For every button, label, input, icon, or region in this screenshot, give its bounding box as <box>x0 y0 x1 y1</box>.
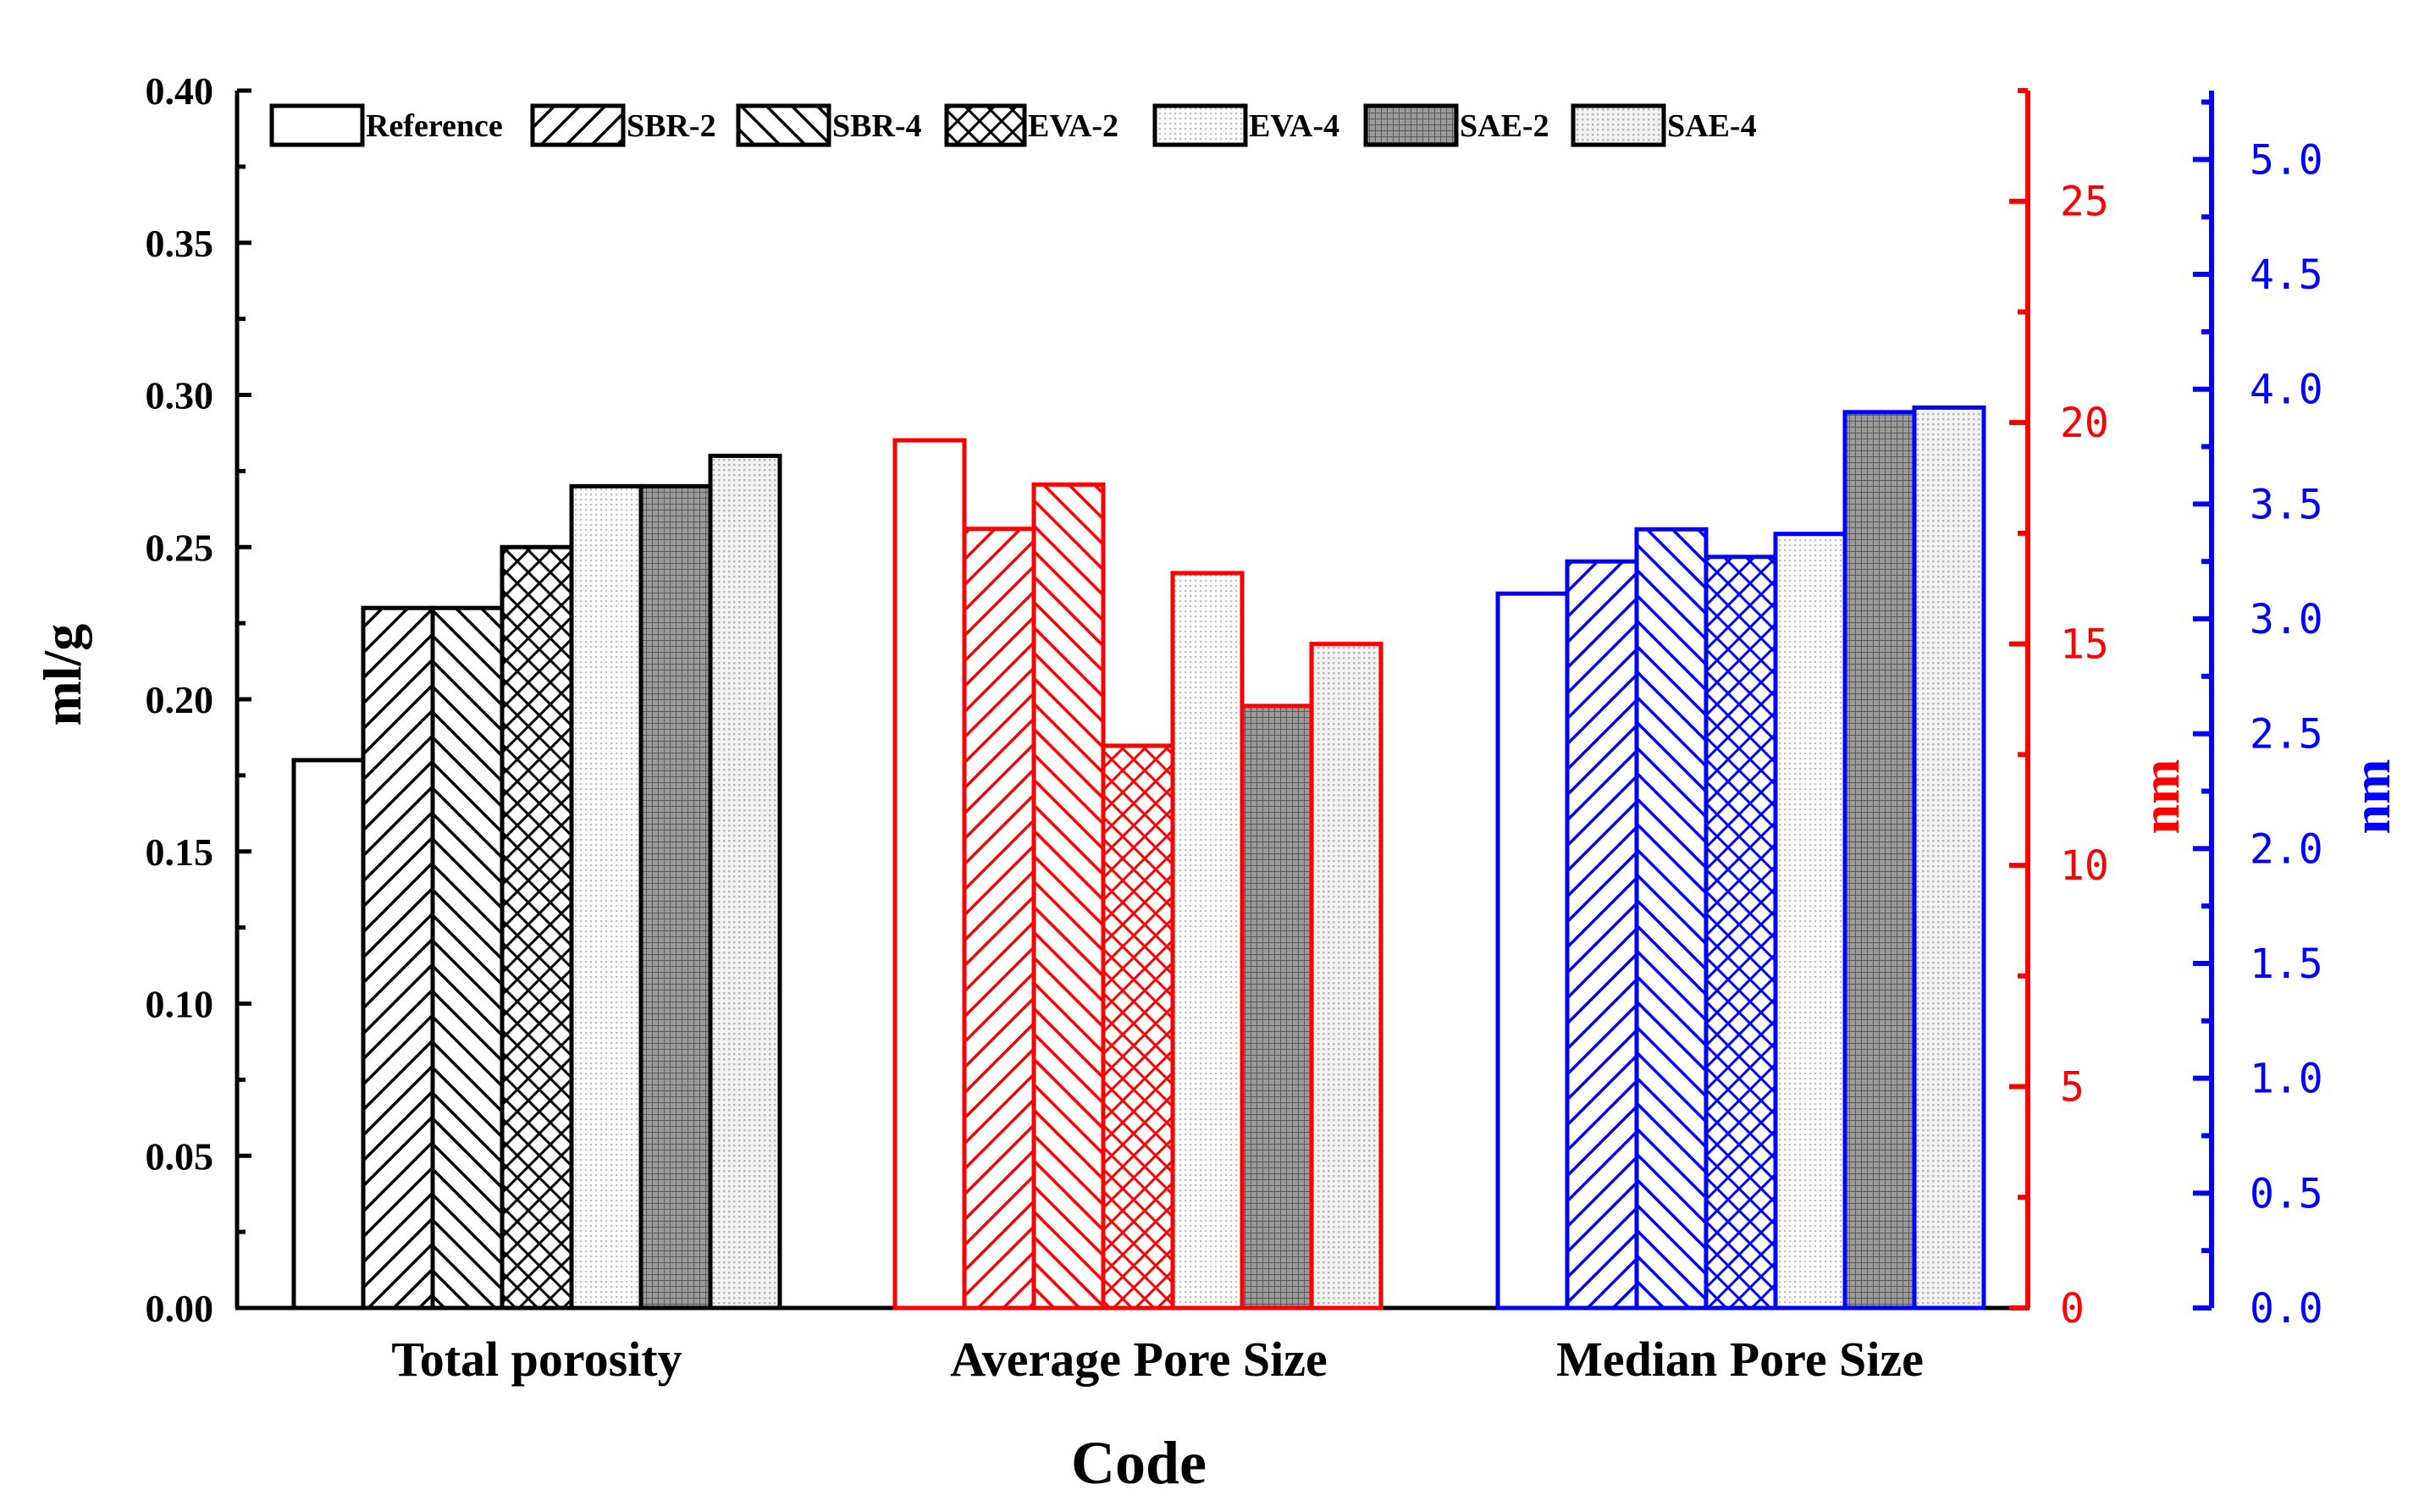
legend-label-sbr-2: SBR-2 <box>627 108 716 144</box>
legend-swatch-sbr-4 <box>736 103 831 147</box>
bar-total-porosity-sae-4 <box>708 453 782 1311</box>
legend-label-eva-2: EVA-2 <box>1028 108 1118 144</box>
axes-layer: 0.000.050.100.150.200.250.300.350.40ml/g… <box>32 69 2401 1333</box>
x-axis-title: Code <box>1071 1429 1207 1497</box>
blue-tick-label: 4.5 <box>2250 251 2323 299</box>
red-tick-label: 10 <box>2060 842 2109 890</box>
bar-average-pore-size-sbr-4 <box>1031 482 1106 1311</box>
bar-median-pore-size-sbr-4 <box>1634 527 1709 1311</box>
left-tick-label: 0.20 <box>146 678 214 721</box>
blue-tick-label: 0.5 <box>2250 1170 2323 1217</box>
blue-tick-label: 1.0 <box>2250 1056 2323 1103</box>
legend-swatch-sbr-2 <box>530 103 626 147</box>
category-label: Median Pore Size <box>1556 1332 1924 1387</box>
left-tick-label: 0.30 <box>146 374 214 417</box>
red-tick-label: 25 <box>2060 179 2109 226</box>
legend-swatch-sae-4 <box>1571 103 1666 147</box>
bar-total-porosity-reference <box>291 758 366 1311</box>
blue-tick-label: 2.0 <box>2250 825 2323 873</box>
red-axis-title: nm <box>2130 759 2190 835</box>
blue-tick-label: 5.0 <box>2250 136 2323 184</box>
bar-median-pore-size-sbr-2 <box>1565 559 1639 1311</box>
legend-swatch-eva-4 <box>1152 103 1248 147</box>
bar-median-pore-size-eva-2 <box>1704 555 1778 1311</box>
red-tick-label: 20 <box>2060 400 2109 447</box>
blue-tick-label: 3.0 <box>2250 596 2323 643</box>
left-tick-label: 0.40 <box>146 69 214 113</box>
bar-average-pore-size-eva-4 <box>1170 571 1245 1311</box>
legend-label-sae-4: SAE-4 <box>1667 108 1757 144</box>
bar-average-pore-size-eva-2 <box>1101 743 1175 1311</box>
bar-median-pore-size-eva-4 <box>1773 532 1847 1311</box>
legend-label-sae-2: SAE-2 <box>1460 108 1549 144</box>
legend-label-reference: Reference <box>366 108 503 144</box>
bars-layer: Total porosity Average Pore Size Median Po… <box>291 405 1986 1387</box>
blue-tick-label: 2.5 <box>2250 711 2323 759</box>
category-label: Total porosity <box>391 1332 682 1387</box>
bar-average-pore-size-sbr-2 <box>962 527 1036 1311</box>
bar-total-porosity-sbr-4 <box>430 605 505 1311</box>
bar-median-pore-size-sae-2 <box>1842 410 1917 1311</box>
red-tick-label: 15 <box>2060 621 2109 669</box>
legend-label-sbr-4: SBR-4 <box>832 108 922 144</box>
blue-tick-label: 4.0 <box>2250 367 2323 414</box>
left-axis-title: ml/g <box>32 624 92 726</box>
blue-tick-label: 0.0 <box>2250 1285 2323 1333</box>
blue-tick-label: 1.5 <box>2250 941 2323 988</box>
red-tick-label: 5 <box>2060 1064 2085 1112</box>
left-tick-label: 0.05 <box>146 1134 214 1178</box>
left-tick-label: 0.25 <box>146 526 214 569</box>
bar-median-pore-size-sae-4 <box>1912 405 1986 1311</box>
blue-tick-label: 3.5 <box>2250 481 2323 528</box>
bar-total-porosity-eva-4 <box>569 483 643 1311</box>
blue-axis-title: nm <box>2341 759 2401 835</box>
bar-median-pore-size-reference <box>1495 591 1570 1311</box>
legend-swatch-eva-2 <box>944 103 1027 147</box>
legend-swatch-sae-2 <box>1363 103 1459 147</box>
left-tick-label: 0.10 <box>146 983 214 1026</box>
bar-total-porosity-eva-2 <box>500 544 574 1311</box>
bar-total-porosity-sbr-2 <box>361 605 435 1311</box>
legend-swatch-reference <box>269 103 365 147</box>
left-tick-label: 0.00 <box>146 1287 214 1330</box>
bar-average-pore-size-sae-4 <box>1309 642 1383 1311</box>
red-tick-label: 0 <box>2060 1285 2085 1333</box>
category-label: Average Pore Size <box>950 1332 1328 1387</box>
bar-total-porosity-sae-2 <box>638 483 713 1311</box>
bar-average-pore-size-sae-2 <box>1240 704 1314 1311</box>
legend: Reference SBR-2 SBR-4 EVA-2 EVA-4 SAE-2 SAE-4 <box>269 103 1757 147</box>
left-tick-label: 0.15 <box>146 830 214 874</box>
bar-average-pore-size-reference <box>892 438 967 1311</box>
left-tick-label: 0.35 <box>146 222 214 265</box>
legend-label-eva-4: EVA-4 <box>1249 108 1339 144</box>
